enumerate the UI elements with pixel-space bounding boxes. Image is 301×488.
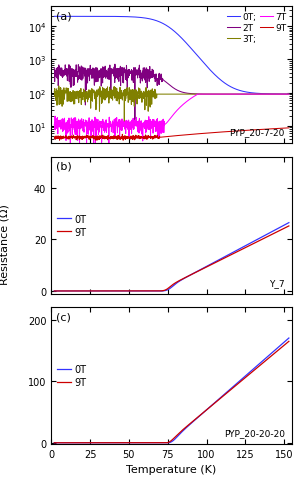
3T [84, 94, 87, 100]
0T [52, 288, 56, 294]
Text: Y_7: Y_7 [269, 278, 285, 287]
9T [176, 432, 179, 438]
9T [84, 440, 87, 446]
9T [52, 440, 56, 446]
X-axis label: Temperature (K): Temperature (K) [126, 465, 217, 474]
9T [132, 288, 135, 294]
7T [69, 141, 72, 147]
0T [154, 440, 158, 446]
2T [52, 66, 56, 72]
0T [287, 220, 291, 226]
9T [92, 288, 96, 294]
9T [92, 136, 96, 142]
7T [92, 119, 96, 124]
0T [84, 14, 87, 20]
9T [52, 136, 56, 142]
Text: PYP_20-20-20: PYP_20-20-20 [224, 428, 285, 437]
Legend: 0T;, 2T, 3T;, 7T, 9T: 0T;, 2T, 3T;, 7T, 9T [226, 12, 287, 45]
3T [123, 121, 126, 126]
0T [84, 288, 87, 294]
7T [154, 121, 158, 127]
7T [287, 92, 291, 98]
Line: 9T: 9T [54, 342, 289, 443]
0T [154, 288, 158, 294]
0T [181, 37, 184, 43]
3T [57, 84, 61, 90]
0T [181, 428, 184, 434]
3T [155, 95, 158, 101]
2T [181, 90, 185, 96]
2T [155, 78, 158, 84]
3T [287, 92, 291, 98]
9T [287, 224, 291, 229]
9T [176, 133, 179, 139]
3T [52, 89, 56, 95]
2T [287, 92, 291, 98]
0T [176, 280, 179, 286]
0T [176, 32, 179, 38]
0T [132, 440, 135, 446]
9T [95, 138, 99, 144]
Line: 7T: 7T [54, 95, 289, 144]
2T [132, 69, 135, 75]
9T [181, 277, 184, 283]
2T [92, 76, 96, 81]
2T [84, 103, 87, 109]
0T [154, 19, 158, 24]
0T [84, 440, 87, 446]
9T [176, 279, 179, 285]
Line: 2T: 2T [54, 65, 289, 121]
Line: 3T: 3T [54, 87, 289, 123]
9T [181, 133, 185, 139]
9T [84, 134, 87, 140]
Line: 9T: 9T [54, 129, 289, 141]
9T [287, 339, 291, 345]
0T [52, 14, 56, 20]
Text: PYP_20-7-20: PYP_20-7-20 [229, 128, 285, 137]
7T [84, 123, 87, 129]
7T [196, 92, 200, 98]
Text: Resistance (Ω): Resistance (Ω) [0, 203, 10, 285]
Text: (a): (a) [56, 11, 72, 21]
0T [52, 440, 56, 446]
2T [113, 62, 117, 68]
9T [287, 126, 291, 132]
3T [181, 92, 185, 98]
Line: 0T: 0T [54, 338, 289, 443]
0T [132, 288, 135, 294]
0T [181, 277, 184, 283]
0T [287, 335, 291, 341]
7T [176, 107, 179, 113]
9T [132, 135, 135, 141]
Text: (c): (c) [56, 312, 71, 322]
0T [132, 15, 135, 21]
2T [176, 88, 180, 94]
0T [176, 433, 179, 439]
7T [52, 122, 56, 128]
Line: 0T: 0T [54, 223, 289, 291]
9T [154, 288, 158, 294]
0T [92, 288, 96, 294]
Line: 9T: 9T [54, 226, 289, 291]
3T [132, 100, 135, 105]
7T [132, 121, 135, 127]
2T [133, 118, 137, 123]
3T [92, 90, 96, 96]
9T [181, 427, 184, 433]
9T [84, 288, 87, 294]
0T [92, 440, 96, 446]
9T [154, 135, 158, 141]
7T [181, 103, 185, 109]
3T [176, 92, 180, 98]
9T [154, 440, 158, 446]
Line: 0T: 0T [54, 17, 289, 95]
0T [92, 14, 96, 20]
0T [287, 92, 291, 98]
9T [52, 288, 56, 294]
Legend: 0T, 9T: 0T, 9T [56, 364, 88, 388]
9T [92, 440, 96, 446]
9T [132, 440, 135, 446]
Legend: 0T, 9T: 0T, 9T [56, 213, 88, 238]
Text: (b): (b) [56, 162, 72, 171]
